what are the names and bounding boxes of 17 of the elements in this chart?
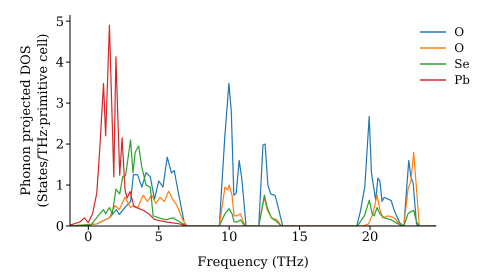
x-tick-label: 0: [84, 230, 92, 246]
y-tick-label: 5: [56, 14, 64, 30]
legend-label: Pb: [454, 72, 470, 88]
y-tick-label: 1: [56, 178, 64, 194]
y-axis-title: Phonon projected DOS (States/THz·primitive cell): [19, 33, 51, 208]
y-tick-label: 4: [56, 56, 64, 71]
legend-label: Se: [454, 56, 470, 72]
y-tick-label: 3: [56, 96, 64, 112]
x-tick-label: 15: [291, 230, 308, 246]
y-tick-label: 0: [56, 220, 64, 235]
x-tick-label: 10: [220, 230, 238, 246]
x-tick-label: 20: [362, 230, 378, 246]
x-axis-title: Frequency (THz): [197, 255, 309, 270]
legend-label: O: [454, 24, 464, 40]
x-tick-label: 5: [154, 230, 163, 246]
y-tick-label: 2: [56, 138, 64, 153]
legend-label: O: [454, 40, 464, 56]
